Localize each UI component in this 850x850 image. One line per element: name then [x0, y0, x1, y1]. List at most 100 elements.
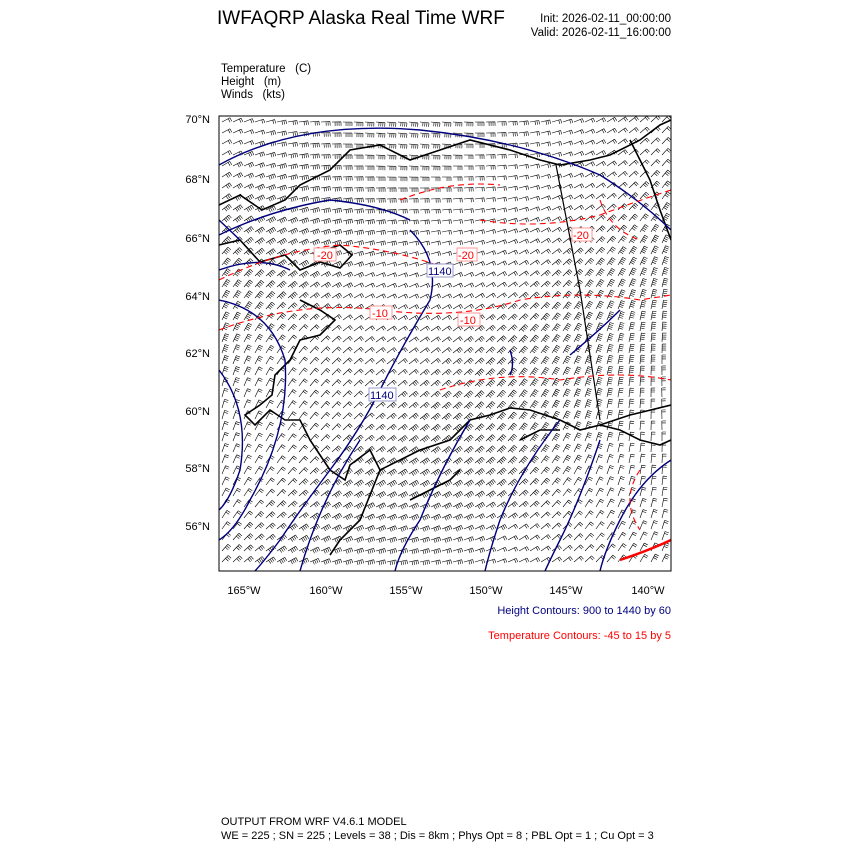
- wind-barb: [606, 193, 617, 200]
- wind-barb: [287, 217, 299, 224]
- wind-barb: [441, 132, 452, 138]
- wind-barb: [474, 357, 485, 365]
- wind-barbs: [221, 116, 671, 566]
- wind-barb: [639, 245, 648, 255]
- wind-barb: [276, 545, 287, 553]
- wind-barb: [232, 432, 241, 442]
- wind-barb: [309, 411, 319, 420]
- wind-barb: [485, 479, 496, 487]
- wind-barb: [595, 344, 603, 354]
- wind-barb: [243, 454, 252, 464]
- wind-barb: [507, 313, 518, 321]
- wind-barb: [573, 454, 582, 464]
- wind-barb: [650, 299, 657, 310]
- wind-barb: [474, 176, 485, 181]
- wind-barb: [474, 536, 486, 542]
- wind-barb: [606, 365, 614, 376]
- wind-barb: [386, 325, 397, 332]
- wind-barb: [419, 548, 431, 555]
- wind-barb: [243, 258, 254, 266]
- wind-barb: [661, 354, 666, 365]
- wind-barb: [518, 411, 528, 420]
- wind-barb: [650, 267, 658, 277]
- wind-barb: [661, 332, 667, 343]
- wind-barb: [650, 453, 656, 464]
- wind-barb: [265, 301, 276, 310]
- wind-barb: [496, 400, 507, 409]
- wind-barb: [628, 376, 635, 387]
- wind-barb: [254, 129, 266, 135]
- wind-barb: [606, 543, 616, 552]
- wind-barb: [628, 420, 635, 431]
- wind-barb: [353, 457, 364, 464]
- wind-barb: [265, 162, 277, 169]
- wind-barb: [551, 130, 563, 135]
- wind-barb: [353, 379, 364, 387]
- wind-barb: [364, 229, 375, 236]
- wind-barb: [507, 164, 518, 169]
- wind-barb: [397, 219, 408, 225]
- wind-barb: [276, 433, 286, 442]
- wind-barb: [364, 468, 375, 476]
- wind-barb: [551, 280, 562, 288]
- wind-barb: [507, 478, 518, 487]
- wind-barb: [452, 412, 463, 421]
- wind-barb: [496, 250, 508, 255]
- wind-barb: [529, 302, 540, 310]
- wind-barb: [606, 420, 614, 431]
- wind-barb: [232, 555, 243, 563]
- wind-barb: [254, 399, 263, 409]
- wind-barb: [595, 257, 605, 266]
- wind-barb: [254, 280, 265, 288]
- wind-barb: [243, 118, 255, 124]
- wind-barb: [595, 388, 603, 398]
- wind-barb: [540, 195, 552, 201]
- wind-barb: [507, 445, 518, 453]
- wind-barb: [353, 272, 365, 278]
- height-contours: [219, 127, 671, 571]
- wind-barb: [320, 535, 332, 543]
- wind-barb: [298, 302, 309, 310]
- wind-barb: [375, 143, 386, 149]
- wind-barb: [628, 531, 637, 541]
- wind-barb: [639, 289, 647, 299]
- wind-barb: [397, 304, 409, 310]
- wind-barb: [452, 219, 463, 224]
- wind-barb: [331, 401, 342, 409]
- wind-barb: [331, 292, 342, 299]
- wind-barb: [430, 261, 442, 267]
- wind-barb: [628, 138, 639, 145]
- wind-barb: [287, 141, 298, 148]
- wind-barb: [221, 117, 233, 123]
- wind-barb: [298, 467, 309, 475]
- wind-barb: [496, 239, 508, 245]
- wind-barb: [617, 442, 624, 453]
- wind-barb: [441, 272, 453, 278]
- wind-barb: [232, 510, 242, 519]
- lat-label: 58°N: [185, 463, 210, 475]
- wind-barb: [650, 116, 661, 123]
- wind-barb: [320, 250, 332, 257]
- wind-barb: [485, 260, 497, 266]
- wind-barb: [408, 219, 419, 225]
- wind-barb: [628, 520, 637, 530]
- wind-barb: [298, 120, 309, 126]
- wind-barb: [320, 228, 332, 235]
- wind-barb: [397, 165, 408, 171]
- wind-barb: [232, 300, 242, 310]
- wind-barb: [386, 401, 397, 409]
- wind-barb: [430, 176, 441, 182]
- wind-barb: [232, 247, 243, 255]
- wind-barb: [452, 229, 463, 235]
- wind-barb: [562, 140, 574, 146]
- wind-barb: [474, 143, 485, 148]
- wind-barb: [276, 280, 287, 289]
- wind-barb: [529, 259, 540, 266]
- wind-barb: [573, 344, 582, 354]
- wind-barb: [408, 380, 419, 387]
- wind-barb: [496, 456, 507, 464]
- wind-barb: [342, 208, 353, 214]
- wind-barb: [287, 259, 298, 267]
- wind-barb: [397, 424, 408, 431]
- wind-barb: [276, 259, 287, 267]
